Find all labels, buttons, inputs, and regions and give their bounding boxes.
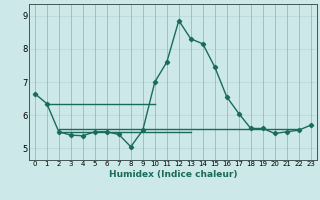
X-axis label: Humidex (Indice chaleur): Humidex (Indice chaleur) (108, 170, 237, 179)
